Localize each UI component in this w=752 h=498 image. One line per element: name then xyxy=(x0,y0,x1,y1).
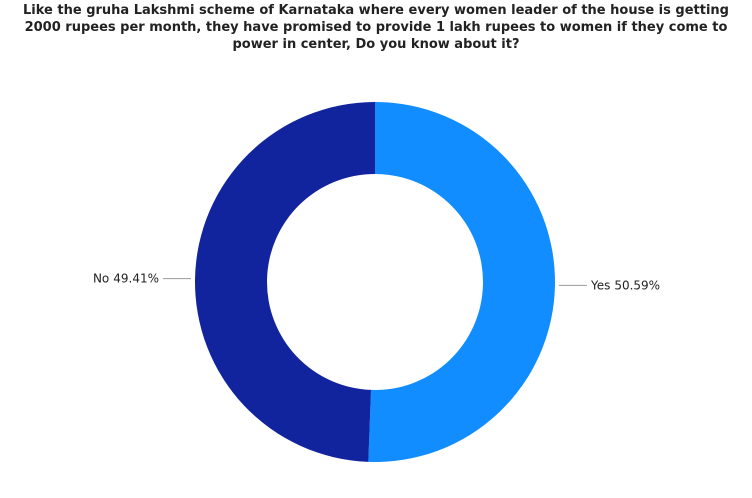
donut-slice xyxy=(194,101,375,462)
data-label: Yes 50.59% xyxy=(590,278,660,292)
category-label: No xyxy=(93,271,109,285)
value-label: 49.41% xyxy=(113,271,159,285)
category-label: Yes xyxy=(590,278,610,292)
chart-title: Like the gruha Lakshmi scheme of Karnata… xyxy=(23,3,729,52)
value-label: 50.59% xyxy=(614,278,660,292)
data-label: No 49.41% xyxy=(93,271,159,285)
donut-slice xyxy=(368,102,555,462)
